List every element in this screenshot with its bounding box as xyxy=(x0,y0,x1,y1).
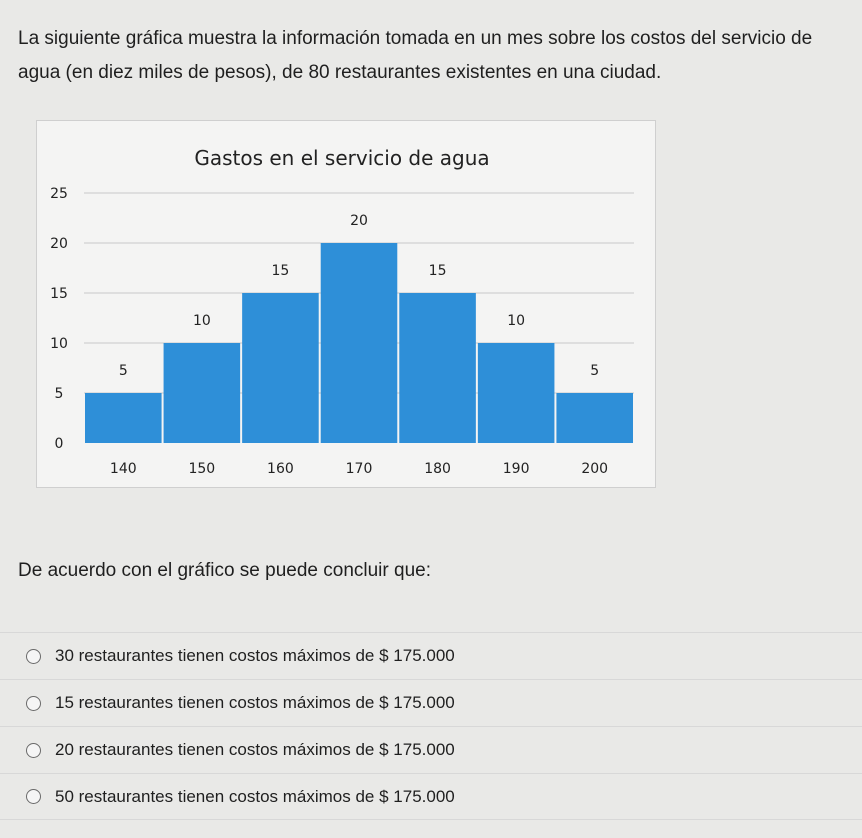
bar-value-label: 15 xyxy=(272,263,290,279)
radio-icon[interactable] xyxy=(26,648,41,664)
bar-value-label: 10 xyxy=(507,313,525,329)
histogram-chart: Gastos en el servicio de agua 5 10 15 20 15 1… xyxy=(36,120,656,488)
question-text: De acuerdo con el gráfico se puede concl… xyxy=(18,560,431,581)
y-tick-label: 10 xyxy=(50,336,68,352)
bar-value-label: 10 xyxy=(193,313,211,329)
bar-value-label: 5 xyxy=(590,363,599,379)
intro-text: La siguiente gráfica muestra la informac… xyxy=(18,28,813,83)
x-tick-label: 160 xyxy=(267,461,294,477)
option-label: 30 restaurantes tienen costos máximos de… xyxy=(55,646,455,665)
x-tick-label: 190 xyxy=(503,461,530,477)
radio-icon[interactable] xyxy=(26,789,41,804)
answer-option-3[interactable]: 20 restaurantes tienen costos máximos de… xyxy=(0,726,862,773)
bar xyxy=(556,393,633,443)
y-tick-label: 15 xyxy=(50,286,68,302)
bar xyxy=(399,293,476,443)
radio-icon[interactable] xyxy=(26,742,41,758)
x-tick-label: 180 xyxy=(424,461,451,477)
bar xyxy=(85,393,162,443)
x-tick-label: 170 xyxy=(346,461,373,477)
bar-value-label: 20 xyxy=(350,213,368,229)
option-label: 20 restaurantes tienen costos máximos de… xyxy=(55,740,455,759)
answer-option-4[interactable]: 50 restaurantes tienen costos máximos de… xyxy=(0,773,862,820)
answer-option-1[interactable]: 30 restaurantes tienen costos máximos de… xyxy=(0,632,862,679)
y-axis-ticks: 0 5 10 15 20 25 xyxy=(50,186,68,452)
y-tick-label: 20 xyxy=(50,236,68,252)
bar-value-label: 5 xyxy=(119,363,128,379)
y-tick-label: 0 xyxy=(55,436,64,452)
data-labels: 5 10 15 20 15 10 5 xyxy=(119,213,599,379)
x-tick-label: 200 xyxy=(581,461,608,477)
bar xyxy=(242,293,319,443)
y-tick-label: 25 xyxy=(50,186,68,202)
bar xyxy=(477,343,555,443)
answer-option-2[interactable]: 15 restaurantes tienen costos máximos de… xyxy=(0,679,862,726)
option-label: 15 restaurantes tienen costos máximos de… xyxy=(55,693,455,712)
bars xyxy=(85,243,633,443)
option-label: 50 restaurantes tienen costos máximos de… xyxy=(55,786,455,806)
answer-options: 30 restaurantes tienen costos máximos de… xyxy=(0,632,862,820)
chart-title: Gastos en el servicio de agua xyxy=(194,146,489,170)
bar-value-label: 15 xyxy=(429,263,447,279)
radio-icon[interactable] xyxy=(26,695,41,711)
x-tick-label: 150 xyxy=(188,461,215,477)
bar xyxy=(163,343,241,443)
bar xyxy=(320,243,398,443)
y-tick-label: 5 xyxy=(55,386,64,402)
x-tick-label: 140 xyxy=(110,461,137,477)
chart-svg: Gastos en el servicio de agua 5 10 15 20 15 1… xyxy=(50,146,634,477)
x-axis-ticks: 140 150 160 170 180 190 200 xyxy=(110,461,608,477)
